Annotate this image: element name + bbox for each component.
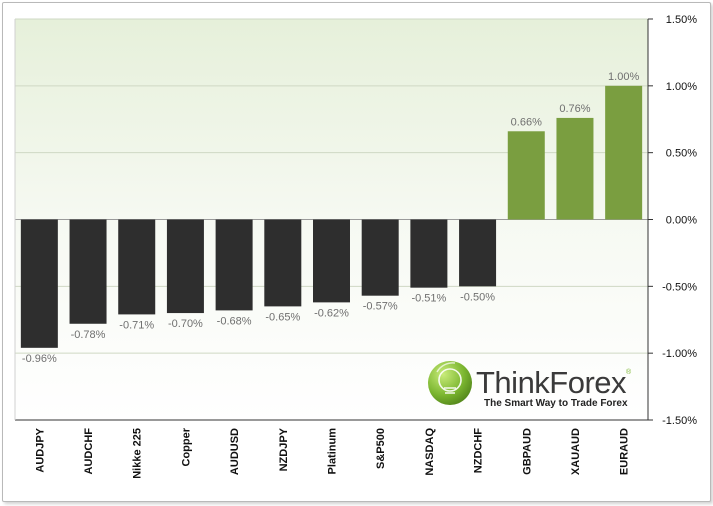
brand-name: ThinkForex bbox=[476, 365, 627, 400]
category-labels: AUDJPY AUDCHF Nikke 225 Copper AUDUSD NZDJPY P… bbox=[34, 427, 630, 478]
data-label: -0.71% bbox=[119, 319, 154, 331]
y-tick-label: -0.50% bbox=[662, 281, 697, 293]
data-label: -0.70% bbox=[168, 318, 203, 330]
y-tick-label: -1.00% bbox=[662, 348, 697, 360]
category-label: NZDJPY bbox=[278, 427, 290, 471]
bar-audchf bbox=[69, 219, 107, 324]
bars bbox=[20, 85, 643, 348]
bar-xauaud bbox=[556, 117, 594, 220]
bar-audusd bbox=[215, 219, 253, 311]
data-label: -0.62% bbox=[314, 307, 349, 319]
data-label: 1.00% bbox=[608, 71, 639, 83]
category-label: Copper bbox=[180, 427, 192, 466]
category-label: NZDCHF bbox=[473, 428, 485, 473]
data-label: -0.65% bbox=[265, 311, 300, 323]
category-label: Nikke 225 bbox=[132, 428, 144, 479]
category-label: GBPAUD bbox=[521, 428, 533, 475]
y-tick-label: -1.50% bbox=[662, 415, 697, 427]
data-label: -0.68% bbox=[217, 315, 252, 327]
bar-platinum bbox=[313, 219, 350, 303]
data-label: 0.66% bbox=[511, 116, 542, 128]
thinkforex-logo: ThinkForex ® The Smart Way to Trade Fore… bbox=[428, 361, 632, 409]
category-label: AUDJPY bbox=[34, 427, 46, 472]
y-tick-label: 0.50% bbox=[666, 148, 697, 160]
bar-nikke-225 bbox=[118, 219, 156, 315]
category-label: XAUAUD bbox=[570, 428, 582, 475]
data-labels: -0.96% -0.78% -0.71% -0.70% -0.68% -0.65% -0.6… bbox=[22, 71, 640, 365]
bar-euraud bbox=[605, 85, 643, 220]
data-label: -0.96% bbox=[22, 353, 57, 365]
bar-audjpy bbox=[20, 219, 58, 348]
category-label: AUDCHF bbox=[83, 428, 95, 475]
y-tick-label: 0.00% bbox=[666, 215, 697, 227]
y-tick-label: 1.50% bbox=[666, 14, 697, 26]
bar-nasdaq bbox=[410, 219, 448, 288]
data-label: -0.57% bbox=[363, 301, 398, 313]
axes bbox=[14, 19, 649, 421]
bar-s-p500 bbox=[361, 219, 399, 296]
lightbulb-icon bbox=[428, 361, 472, 405]
brand-tagline: The Smart Way to Trade Forex bbox=[484, 398, 628, 409]
registered-mark: ® bbox=[626, 368, 632, 376]
y-tick-label: 1.00% bbox=[666, 81, 697, 93]
data-label: -0.51% bbox=[411, 293, 446, 305]
bar-copper bbox=[166, 219, 204, 314]
data-label: -0.78% bbox=[71, 329, 106, 341]
y-axis-ticks: 1.50% 1.00% 0.50% 0.00% -0.50% -1.00% -1.50% bbox=[648, 14, 697, 427]
data-label: -0.50% bbox=[460, 291, 495, 303]
bar-gbpaud bbox=[507, 131, 545, 220]
data-label: 0.76% bbox=[559, 103, 590, 115]
category-label: S&P500 bbox=[375, 428, 387, 469]
category-label: AUDUSD bbox=[229, 428, 241, 475]
category-label: NASDAQ bbox=[424, 428, 436, 476]
bar-nzdchf bbox=[459, 219, 497, 287]
category-label: EURAUD bbox=[619, 428, 631, 475]
bar-nzdjpy bbox=[264, 219, 302, 307]
category-label: Platinum bbox=[327, 428, 339, 475]
